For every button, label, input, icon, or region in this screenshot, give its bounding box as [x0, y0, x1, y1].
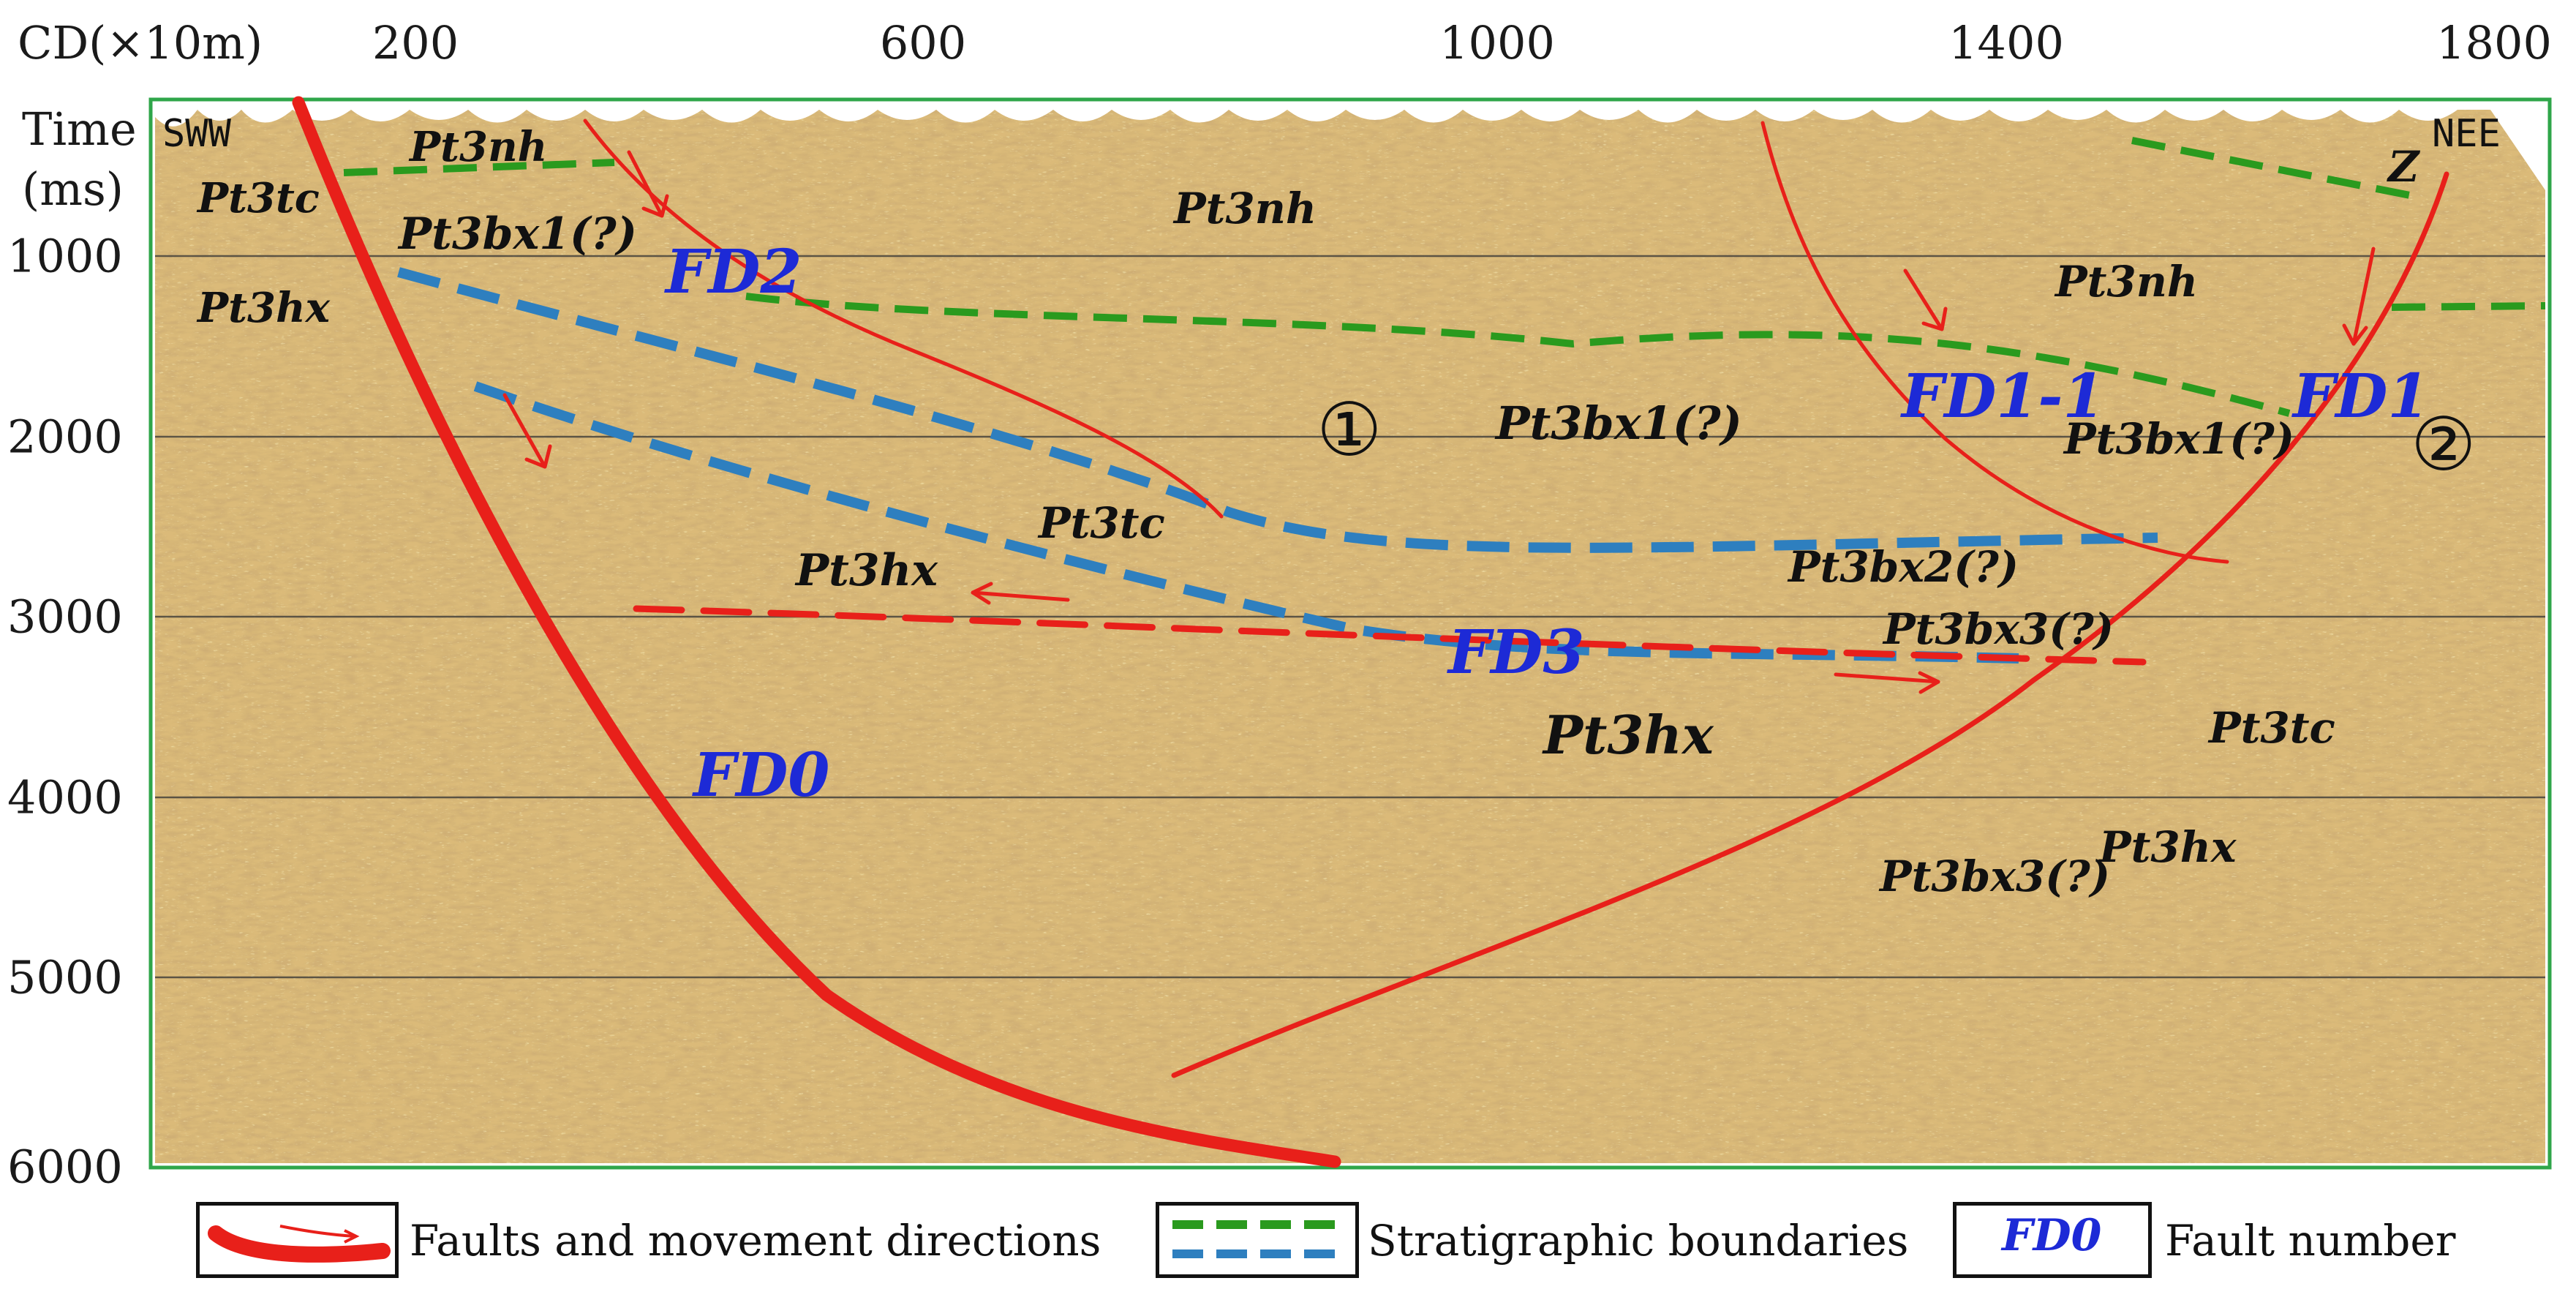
y-tick-label: 2000	[7, 410, 123, 464]
zone-marker: ①	[1317, 387, 1382, 473]
fault-fd1	[1171, 171, 2449, 1078]
formation-label: Pt3bx1(?)	[397, 208, 637, 260]
direction-label-right: NEE	[2432, 112, 2501, 156]
arrow-fd1-1	[1903, 268, 1948, 331]
y-axis-label: Time	[22, 102, 137, 156]
section-frame	[148, 97, 2552, 1170]
x-axis-label: CD(×10m)	[18, 16, 263, 69]
formation-labels: Pt3nh Pt3tc Pt3bx1(?) Pt3hx Pt3nh Pt3nh …	[196, 123, 2421, 901]
y-tick-label: 1000	[7, 229, 123, 283]
y-tick-label: 6000	[7, 1140, 123, 1194]
fault-label: FD3	[1447, 617, 1584, 688]
formation-label: Pt3nh	[408, 123, 547, 171]
formation-label: Z	[2387, 142, 2421, 192]
fault-label: FD2	[664, 237, 802, 307]
formation-label: Pt3hx	[196, 284, 331, 332]
legend-boundaries-label: Stratigraphic boundaries	[1368, 1216, 1909, 1266]
x-tick-label: 1000	[1439, 16, 1555, 69]
legend-fault-number-label: Fault number	[2165, 1216, 2456, 1266]
arrow-fd2	[627, 150, 669, 218]
blue-boundary-upper	[397, 267, 2158, 553]
formation-label: Pt3bx3(?)	[1878, 852, 2110, 901]
y-tick-label: 4000	[7, 770, 123, 824]
formation-label: Pt3nh	[1172, 184, 1317, 233]
fault-fd3	[633, 605, 2147, 666]
x-tick-label: 200	[372, 16, 459, 69]
formation-label: Pt3bx2(?)	[1787, 542, 2019, 592]
faults	[292, 96, 2449, 1168]
x-tick-label: 1400	[1948, 16, 2064, 69]
green-boundaries	[343, 137, 2546, 417]
arrow-fd0	[502, 393, 552, 469]
formation-label: Pt3hx	[794, 545, 938, 596]
fault-label: FD1-1	[1900, 361, 2104, 432]
y-tick-label: 5000	[7, 950, 123, 1004]
x-tick-label: 600	[879, 16, 967, 69]
arrow-fd1	[2342, 247, 2376, 346]
formation-label: Pt3bx1(?)	[1494, 396, 1742, 450]
movement-arrows	[502, 150, 2376, 694]
green-boundary-main	[745, 293, 2291, 417]
legend-faults-label: Faults and movement directions	[410, 1216, 1101, 1266]
fault-labels: FD2 FD1-1 FD1 FD3 FD0	[664, 237, 2429, 811]
arrow-fd3-left	[971, 582, 1070, 605]
legend-fault-number-sample: FD0	[2002, 1210, 2102, 1261]
legend-boundary-swatch	[1172, 1220, 1342, 1258]
direction-labels: SWW NEE	[162, 112, 2501, 156]
formation-label: Pt3bx3(?)	[1882, 604, 2114, 654]
formation-label: Pt3bx1(?)	[2063, 414, 2294, 464]
arrow-fd3-right	[1834, 671, 1940, 694]
legend-box-boundaries	[1156, 1202, 1359, 1278]
x-tick-label: 1800	[2436, 16, 2552, 69]
y-axis-unit: (ms)	[22, 162, 124, 216]
formation-label: Pt3tc	[1037, 498, 1165, 548]
blue-boundary-lower	[473, 381, 2019, 664]
fault-fd0	[292, 96, 1341, 1168]
formation-label: Pt3tc	[2207, 703, 2335, 753]
legend-fault-swatch	[208, 1225, 391, 1263]
zone-marker: ②	[2411, 402, 2477, 487]
legend-box-faults	[196, 1202, 399, 1278]
formation-label: Pt3nh	[2054, 257, 2198, 307]
y-tick-label: 3000	[7, 590, 123, 644]
zone-markers: ① ②	[1317, 387, 2477, 487]
fault-label: FD0	[692, 740, 829, 811]
direction-label-left: SWW	[162, 112, 232, 156]
formation-label: Pt3tc	[196, 174, 320, 222]
blue-boundaries	[397, 267, 2158, 664]
formation-label: Pt3hx	[2098, 822, 2237, 872]
fault-label: FD1	[2291, 361, 2429, 432]
time-grid	[155, 255, 2545, 979]
legend-box-fault-number: FD0	[1953, 1202, 2152, 1278]
fault-fd1-1	[1760, 121, 2229, 564]
formation-label: Pt3hx	[1542, 704, 1714, 766]
